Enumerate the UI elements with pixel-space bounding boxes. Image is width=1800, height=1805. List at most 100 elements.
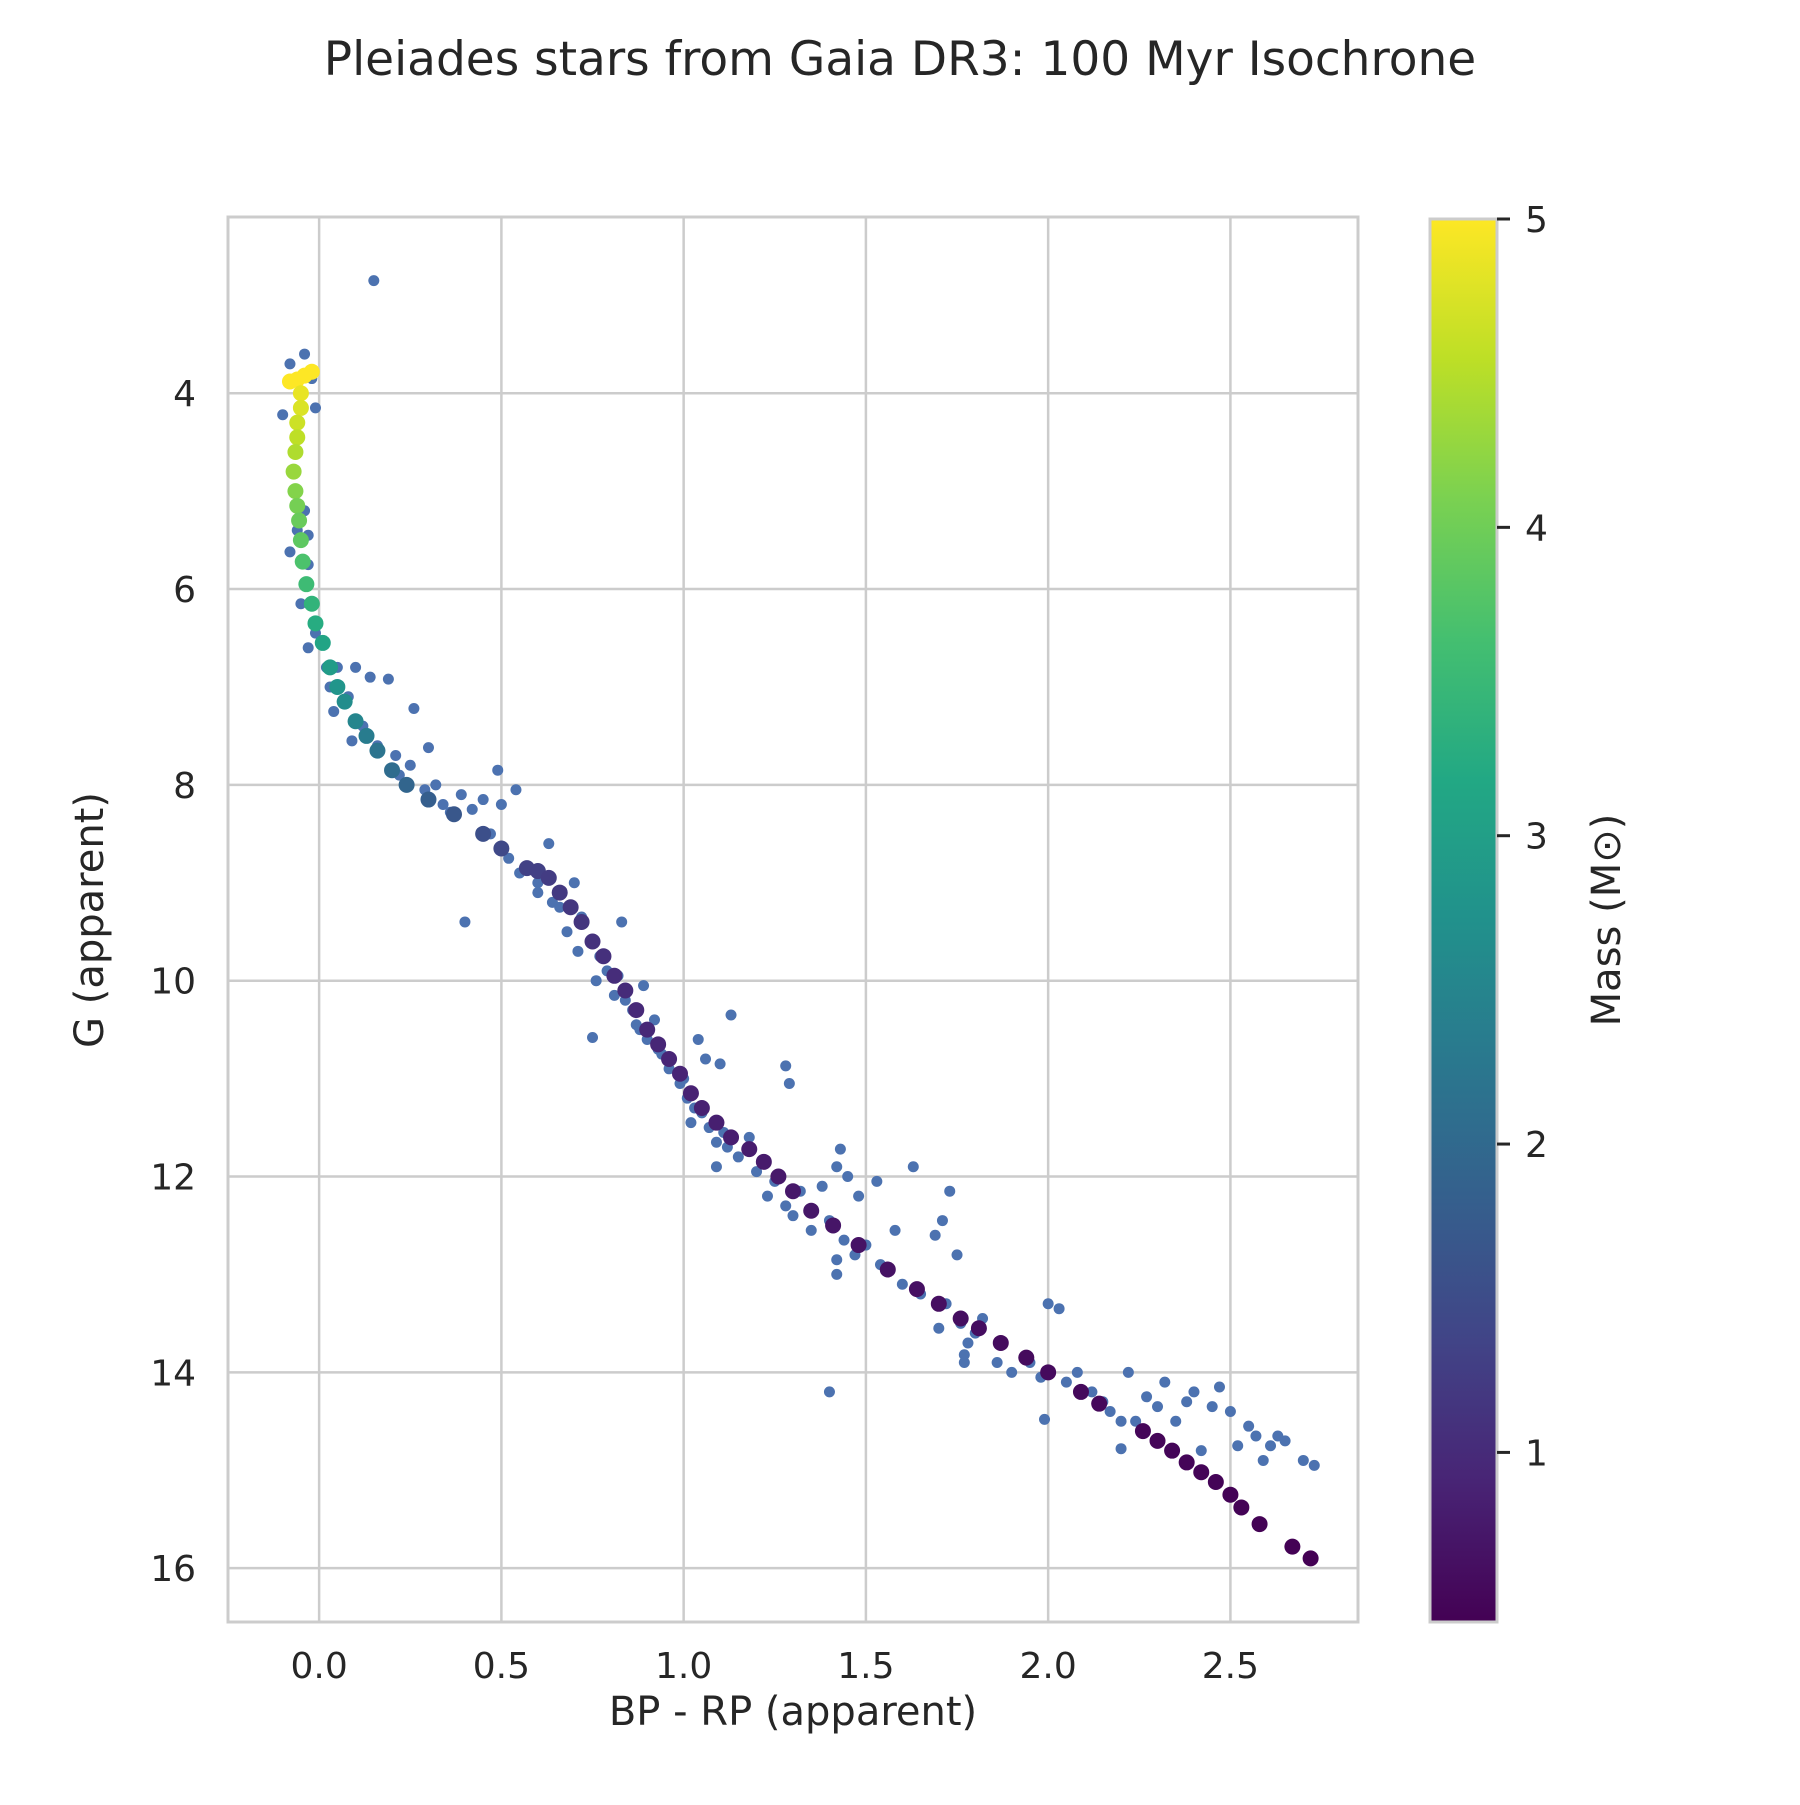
observed-star-point [710, 1161, 722, 1173]
observed-star-point [1053, 1303, 1065, 1315]
observed-star-point [700, 1053, 712, 1065]
isochrone-point [322, 659, 339, 676]
observed-star-point [743, 1131, 755, 1143]
observed-star-point [608, 989, 620, 1001]
observed-star-point [616, 916, 628, 928]
observed-star-point [1086, 1386, 1098, 1398]
isochrone-point [970, 1320, 987, 1337]
observed-star-point [648, 1014, 660, 1026]
observed-star-point [1170, 1415, 1182, 1427]
observed-star-point [590, 975, 602, 987]
isochrone-point [551, 884, 568, 901]
isochrone-point [1193, 1464, 1210, 1481]
observed-star-point [1039, 1413, 1051, 1425]
isochrone-point [475, 825, 492, 842]
observed-star-point [991, 1357, 1003, 1369]
isochrone-point [584, 933, 601, 950]
observed-star-point [780, 1060, 792, 1072]
observed-star-point [466, 803, 478, 815]
observed-star-point [958, 1357, 970, 1369]
observed-star-point [889, 1224, 901, 1236]
isochrone-point [384, 762, 401, 779]
isochrone-point [1207, 1473, 1224, 1490]
isochrone-point [303, 595, 320, 612]
observed-star-point [295, 598, 307, 610]
observed-star-point [284, 358, 296, 370]
observed-star-point [907, 1161, 919, 1173]
observed-star-point [1224, 1405, 1236, 1417]
chart-title: Pleiades stars from Gaia DR3: 100 Myr Is… [324, 32, 1476, 87]
isochrone-point [398, 776, 415, 793]
isochrone-point [755, 1153, 772, 1170]
observed-star-point [284, 546, 296, 558]
observed-star-point [732, 1151, 744, 1163]
observed-star-point [714, 1058, 726, 1070]
isochrone-point [1222, 1486, 1239, 1503]
colorbar-tick-label: 1 [1525, 1433, 1548, 1474]
isochrone-point [358, 727, 375, 744]
isochrone-point [285, 463, 302, 480]
observed-star-point [408, 703, 420, 715]
observed-star-point [1042, 1298, 1054, 1310]
observed-star-point [302, 642, 314, 654]
observed-star-point [568, 877, 580, 889]
observed-star-point [1104, 1405, 1116, 1417]
observed-star-point [1130, 1415, 1142, 1427]
isochrone-point [1233, 1499, 1250, 1516]
observed-star-point [816, 1180, 828, 1192]
isochrone-point [723, 1129, 740, 1146]
observed-star-point [834, 1143, 846, 1155]
observed-star-point [1279, 1435, 1291, 1447]
x-tick-label: 1.0 [655, 1646, 712, 1687]
observed-star-point [510, 784, 522, 796]
x-tick-labels: 0.0 0.5 1.0 1.5 2.0 2.5 [290, 1646, 1259, 1687]
isochrone-point [661, 1051, 678, 1068]
isochrone-point [573, 913, 590, 930]
isochrone-point [314, 634, 331, 651]
isochrone-point [803, 1202, 820, 1219]
isochrone-point [879, 1261, 896, 1278]
observed-star-point [492, 764, 504, 776]
isochrone-point [1134, 1423, 1151, 1440]
y-tick-label: 6 [173, 570, 196, 611]
observed-star-point [1206, 1401, 1218, 1413]
isochrone-point [617, 982, 634, 999]
isochrone-point [562, 899, 579, 916]
isochrone-point [708, 1114, 725, 1131]
isochrone-point [825, 1217, 842, 1234]
isochrone-point [287, 483, 304, 500]
observed-star-point [1115, 1443, 1127, 1455]
isochrone-point [785, 1183, 801, 1200]
observed-star-point [587, 1031, 599, 1043]
observed-star-point [455, 789, 467, 801]
observed-star-point [1257, 1454, 1269, 1466]
isochrone-point [1178, 1454, 1195, 1471]
isochrone-point [606, 967, 623, 984]
isochrone-point [291, 512, 308, 529]
isochrone-point [930, 1295, 947, 1312]
isochrone-point [369, 742, 386, 759]
isochrone-point [850, 1237, 867, 1254]
colorbar-tick-label: 5 [1525, 200, 1548, 241]
observed-star-point [495, 798, 507, 810]
isochrone-point [741, 1141, 758, 1158]
y-tick-label: 12 [150, 1158, 196, 1199]
observed-star-point [685, 1117, 697, 1129]
observed-star-point [1265, 1440, 1277, 1452]
isochrone-point [1072, 1383, 1089, 1400]
isochrone-point [672, 1065, 688, 1082]
isochrone-point [908, 1281, 925, 1298]
isochrone-point [1018, 1349, 1035, 1366]
x-tick-label: 2.0 [1020, 1646, 1077, 1687]
observed-star-point [532, 877, 544, 889]
observed-star-point [751, 1166, 763, 1178]
isochrone-point [420, 791, 437, 808]
observed-star-point [831, 1161, 843, 1173]
observed-star-point [630, 1019, 642, 1031]
observed-star-point [532, 887, 544, 899]
observed-star-point [1188, 1386, 1200, 1398]
observed-star-point [951, 1249, 963, 1261]
observed-star-point [1250, 1430, 1262, 1442]
observed-star-point [1060, 1376, 1072, 1388]
